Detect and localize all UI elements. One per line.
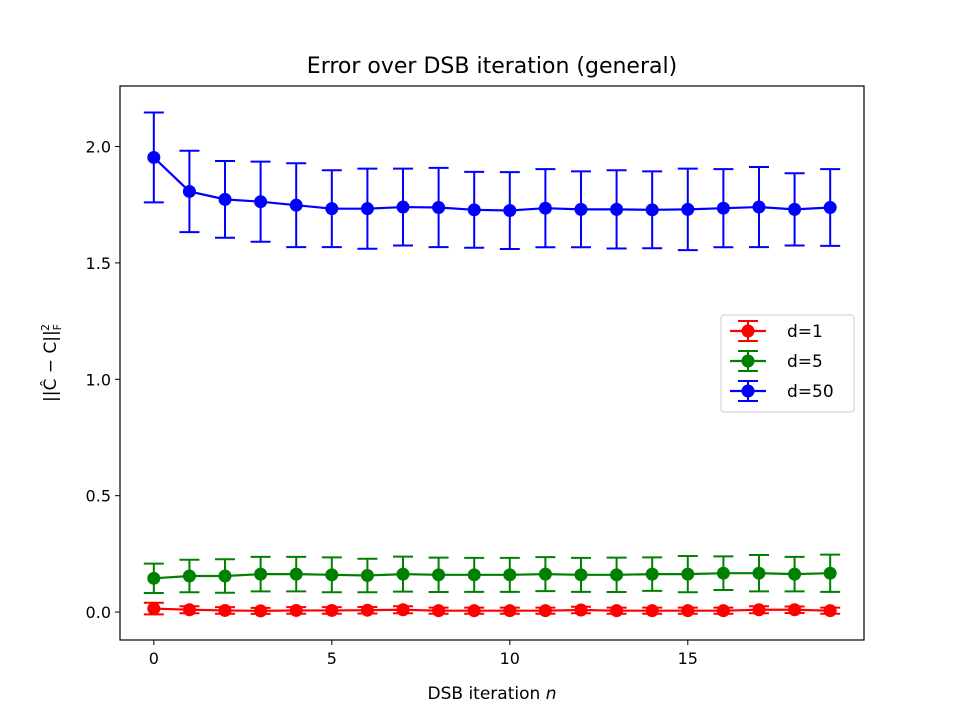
legend-box (720, 314, 855, 413)
legend: d=1 d=5 d=50 (720, 314, 855, 413)
data-point (182, 569, 196, 583)
data-point (823, 566, 837, 580)
data-point (396, 603, 410, 617)
y-tick-label: 0.5 (86, 487, 111, 506)
data-point (645, 203, 659, 217)
data-point (147, 602, 161, 616)
data-point (788, 202, 802, 216)
data-point (752, 603, 766, 617)
y-tick-label: 2.0 (86, 138, 111, 157)
data-point (610, 568, 624, 582)
legend-marker (741, 324, 755, 338)
legend-label: d=5 (787, 352, 823, 372)
data-point (681, 567, 695, 581)
data-point (503, 604, 517, 618)
chart-title: Error over DSB iteration (general) (307, 54, 677, 79)
data-point (147, 571, 161, 585)
data-point (360, 569, 374, 583)
data-point (538, 604, 552, 618)
data-point (538, 201, 552, 215)
data-point (182, 184, 196, 198)
plot-frame (119, 85, 865, 641)
data-point (574, 202, 588, 216)
data-point (752, 200, 766, 214)
data-point (503, 204, 517, 218)
data-point (254, 604, 268, 618)
data-point (325, 603, 339, 617)
series-d=5 (143, 553, 841, 594)
data-point (503, 568, 517, 582)
legend-entry-d=5: d=5 (730, 350, 823, 372)
data-point (182, 603, 196, 617)
legend-marker (741, 354, 755, 368)
data-point (538, 567, 552, 581)
data-point (716, 201, 730, 215)
x-tick-label: 10 (500, 649, 520, 668)
data-point (716, 566, 730, 580)
series-d=50 (143, 111, 841, 252)
data-point (254, 567, 268, 581)
data-point (467, 604, 481, 618)
legend-entry-d=50: d=50 (730, 380, 834, 402)
data-point (467, 203, 481, 217)
data-point (823, 201, 837, 215)
data-point (574, 603, 588, 617)
data-point (218, 569, 232, 583)
data-point (610, 202, 624, 216)
data-point (432, 201, 446, 215)
data-point (360, 202, 374, 216)
x-tick-label: 0 (149, 649, 159, 668)
y-tick-label: 1.5 (86, 254, 111, 273)
y-tick-label: 1.0 (86, 370, 111, 389)
data-point (823, 604, 837, 618)
x-axis-label: DSB iteration n (428, 684, 557, 704)
y-tick-label: 0.0 (86, 603, 111, 622)
legend-entry-d=1: d=1 (730, 320, 823, 342)
data-point (788, 603, 802, 617)
data-point (289, 567, 303, 581)
data-point (360, 603, 374, 617)
data-point (325, 568, 339, 582)
y-axis-label: ||Ĉ − C||F2 (39, 324, 64, 402)
data-point (645, 604, 659, 618)
legend-marker (741, 384, 755, 398)
data-point (254, 195, 268, 209)
data-point (788, 567, 802, 581)
data-point (574, 568, 588, 582)
x-tick-label: 15 (678, 649, 698, 668)
data-point (467, 568, 481, 582)
data-point (289, 198, 303, 212)
data-point (396, 567, 410, 581)
data-point (752, 566, 766, 580)
legend-label: d=1 (787, 322, 823, 342)
series-d=1 (143, 601, 841, 618)
data-point (325, 202, 339, 216)
data-point (289, 603, 303, 617)
data-point (681, 604, 695, 618)
data-point (147, 150, 161, 164)
data-point (716, 604, 730, 618)
x-tick-label: 5 (327, 649, 337, 668)
data-point (432, 568, 446, 582)
data-point (645, 567, 659, 581)
data-point (610, 604, 624, 618)
data-point (432, 604, 446, 618)
data-point (218, 603, 232, 617)
legend-label: d=50 (787, 382, 834, 402)
data-point (218, 192, 232, 206)
data-point (396, 200, 410, 214)
data-point (681, 202, 695, 216)
